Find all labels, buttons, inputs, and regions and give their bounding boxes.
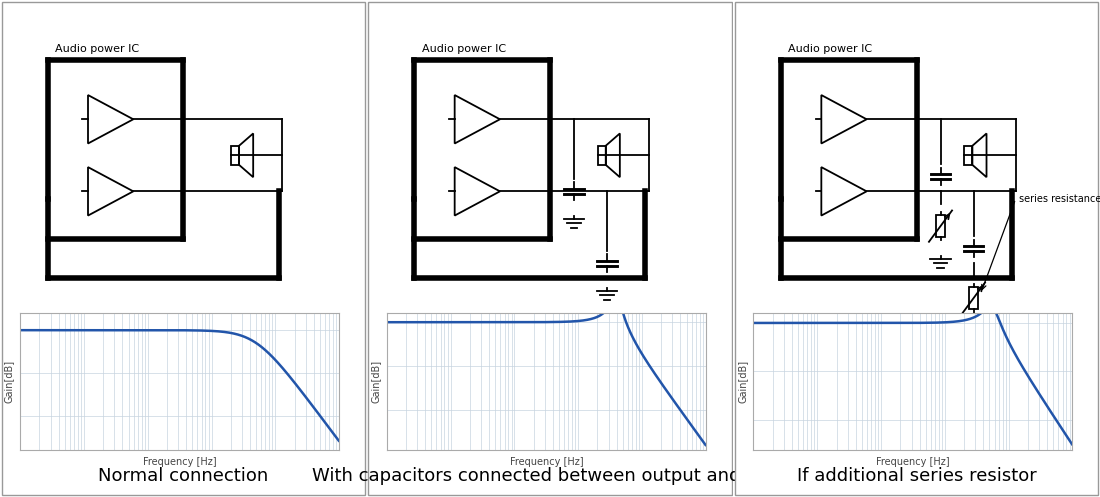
Bar bbox=[597, 146, 606, 165]
Text: With capacitors connected between output and GND: With capacitors connected between output… bbox=[312, 467, 788, 485]
FancyBboxPatch shape bbox=[2, 2, 365, 495]
FancyBboxPatch shape bbox=[735, 2, 1098, 495]
X-axis label: Frequency [Hz]: Frequency [Hz] bbox=[877, 457, 949, 467]
Text: Normal connection: Normal connection bbox=[98, 467, 268, 485]
Y-axis label: Gain[dB]: Gain[dB] bbox=[371, 360, 381, 403]
Bar bbox=[969, 287, 978, 309]
Text: Audio power IC: Audio power IC bbox=[55, 44, 139, 54]
Bar bbox=[965, 146, 972, 165]
X-axis label: Frequency [Hz]: Frequency [Hz] bbox=[509, 457, 583, 467]
Text: If additional series resistor: If additional series resistor bbox=[796, 467, 1036, 485]
Bar bbox=[936, 215, 945, 237]
Text: Audio power IC: Audio power IC bbox=[789, 44, 872, 54]
Text: series resistance: series resistance bbox=[1020, 194, 1100, 204]
X-axis label: Frequency [Hz]: Frequency [Hz] bbox=[143, 457, 217, 467]
Text: Audio power IC: Audio power IC bbox=[421, 44, 506, 54]
FancyBboxPatch shape bbox=[368, 2, 732, 495]
Bar bbox=[231, 146, 239, 165]
Y-axis label: Gain[dB]: Gain[dB] bbox=[737, 360, 747, 403]
Y-axis label: Gain[dB]: Gain[dB] bbox=[4, 360, 14, 403]
